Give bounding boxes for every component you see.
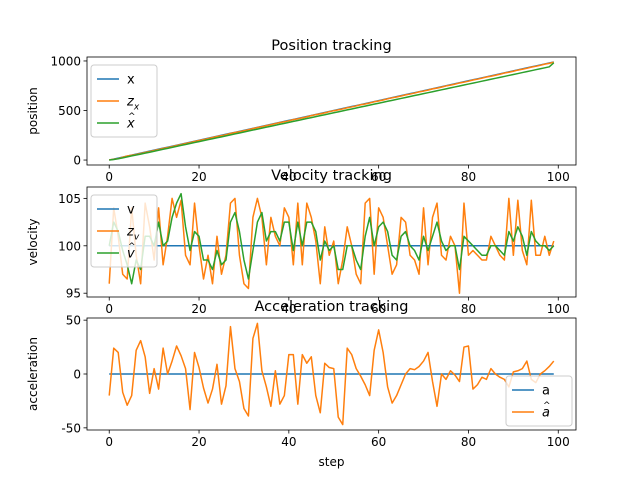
series-line-v-hat	[108, 192, 555, 285]
axes-frame	[86, 56, 577, 166]
y-tick-label: 0	[73, 154, 81, 168]
legend-label: v	[127, 247, 135, 262]
legend-box	[505, 375, 573, 427]
x-tick-label: 60	[371, 435, 386, 449]
x-tick-label: 40	[281, 170, 296, 184]
subplot-title: Position tracking	[271, 38, 391, 54]
y-tick-label: 50	[66, 314, 81, 328]
x-tick-label: 20	[191, 302, 206, 316]
legend-label: zx	[126, 95, 140, 113]
y-tick-label: 95	[66, 287, 81, 301]
y-tick-label: 105	[58, 192, 81, 206]
legend: aa^	[505, 375, 573, 427]
series-line-x-hat	[109, 62, 555, 161]
x-tick-label: 60	[371, 302, 386, 316]
legend-label-accent: ^	[128, 112, 136, 122]
x-tick-label: 100	[547, 170, 570, 184]
x-axis-label: step	[319, 455, 345, 469]
legend-box	[90, 64, 158, 138]
x-tick-label: 0	[105, 302, 113, 316]
legend-label: x	[126, 117, 135, 132]
legend-label: v	[127, 203, 135, 218]
x-tick-label: 100	[547, 435, 570, 449]
subplot-velocity: 0 20 40 60 80 100 95 100 105 Velocity tracking vel…	[26, 168, 577, 316]
series-line-z-x	[109, 61, 554, 161]
y-tick-label: 1000	[50, 54, 81, 68]
legend-label: zv	[126, 225, 140, 243]
legend-label-accent: ^	[543, 401, 551, 411]
legend-label: a	[542, 406, 550, 421]
x-tick-label: 20	[191, 435, 206, 449]
legend-label: x	[127, 73, 135, 88]
y-axis-label: acceleration	[26, 337, 40, 411]
subplot-title: Acceleration tracking	[254, 299, 408, 315]
x-tick-label: 40	[281, 302, 296, 316]
y-tick-label: -50	[61, 421, 81, 435]
x-tick-label: 80	[461, 302, 476, 316]
x-tick-label: 100	[547, 302, 570, 316]
y-tick-label: 100	[58, 239, 81, 253]
x-tick-label: 60	[371, 170, 386, 184]
y-tick-label: 0	[73, 368, 81, 382]
x-tick-label: 0	[105, 435, 113, 449]
subplot-acceleration: 0 20 40 60 80 100 -50 0 50 Acceleration tracking a…	[26, 299, 577, 469]
subplot-title: Velocity tracking	[271, 168, 392, 184]
x-tick-label: 0	[105, 170, 113, 184]
x-tick-label: 40	[281, 435, 296, 449]
x-tick-label: 20	[191, 170, 206, 184]
x-tick-label: 80	[461, 435, 476, 449]
series-line-a-hat	[108, 322, 555, 426]
y-axis-label: position	[26, 87, 40, 135]
y-tick-label: 500	[58, 104, 81, 118]
x-tick-label: 80	[461, 170, 476, 184]
legend-label-accent: ^	[128, 242, 136, 252]
y-axis-label: velocity	[26, 219, 40, 266]
axes-frame	[86, 186, 577, 298]
legend-box	[90, 194, 158, 268]
legend-label: a	[542, 384, 550, 399]
